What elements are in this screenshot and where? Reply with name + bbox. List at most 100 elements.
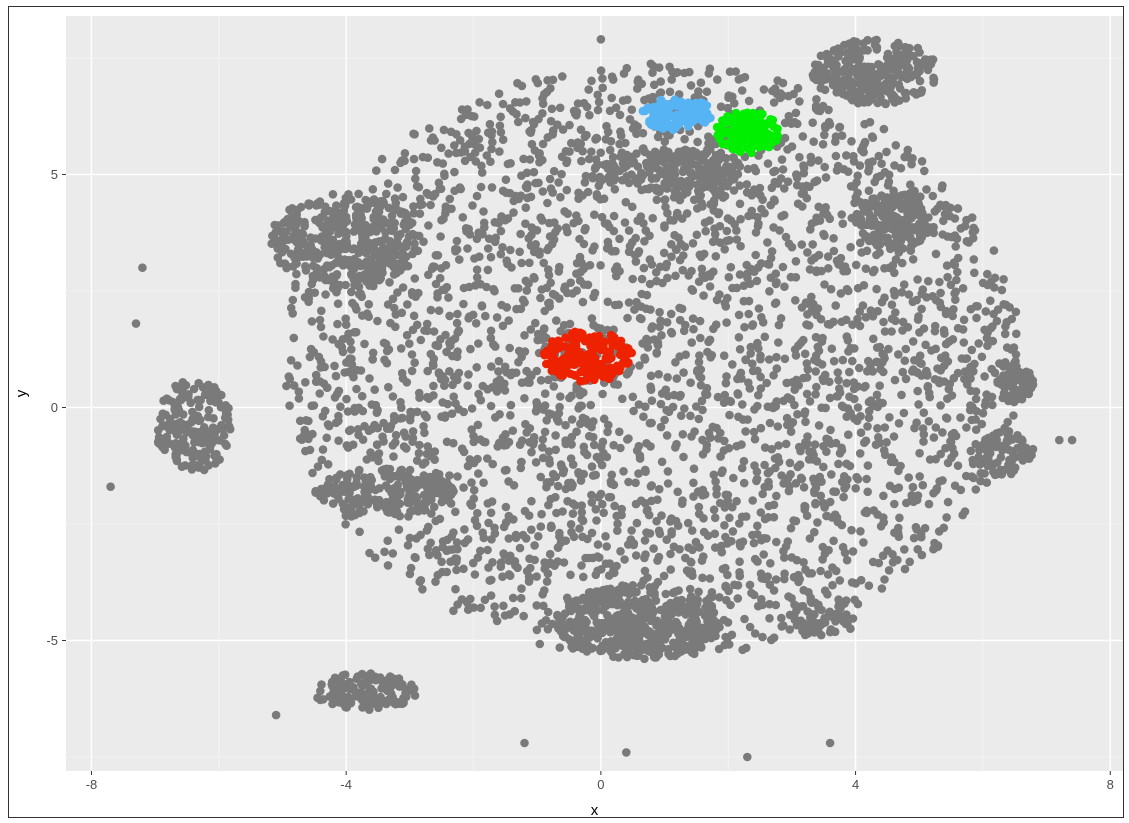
data-point [481, 311, 490, 321]
data-point [452, 538, 462, 547]
data-point [688, 613, 698, 622]
data-point [365, 548, 374, 558]
data-point [748, 321, 757, 331]
data-point [341, 193, 351, 203]
data-point [732, 496, 741, 506]
data-point [589, 610, 599, 620]
data-point [735, 199, 745, 209]
data-point [292, 269, 301, 279]
data-point [977, 352, 987, 362]
data-point [394, 250, 404, 260]
data-point [803, 365, 813, 374]
data-point [584, 598, 594, 608]
data-point [656, 399, 666, 409]
data-point [439, 125, 449, 135]
data-point [580, 132, 590, 142]
data-point [720, 245, 729, 254]
data-point [724, 640, 734, 649]
data-point [368, 355, 377, 364]
data-point [380, 547, 389, 557]
data-point [831, 69, 841, 78]
data-point [942, 261, 952, 270]
data-point [908, 154, 917, 163]
data-point [495, 375, 505, 385]
data-point [627, 526, 636, 535]
data-point [693, 641, 702, 651]
data-point [221, 408, 231, 418]
data-point [484, 234, 494, 243]
data-point [855, 321, 865, 331]
data-point [842, 266, 852, 276]
data-point [903, 145, 913, 155]
data-point [301, 378, 310, 387]
data-point [785, 458, 795, 468]
data-point [743, 269, 752, 278]
data-point [586, 400, 595, 410]
data-point [817, 337, 827, 346]
data-point [453, 309, 462, 319]
data-point [678, 146, 688, 156]
data-point [736, 241, 745, 251]
data-point [547, 410, 556, 419]
data-point [328, 335, 337, 344]
data-point [576, 125, 586, 134]
data-point [478, 229, 487, 239]
data-point [619, 585, 628, 594]
data-point [783, 420, 792, 430]
data-point [426, 305, 436, 315]
data-point [452, 148, 461, 158]
data-point [824, 264, 833, 273]
data-point [591, 470, 600, 480]
data-point [541, 616, 551, 625]
data-point [733, 390, 743, 399]
data-point [511, 530, 521, 540]
data-point [659, 248, 669, 258]
data-point [580, 178, 590, 187]
data-point [712, 490, 721, 499]
data-point [934, 376, 944, 385]
data-point [508, 426, 518, 436]
data-point [917, 304, 926, 314]
data-point [749, 538, 759, 548]
data-point [610, 163, 620, 173]
data-point [745, 622, 755, 632]
data-point [645, 529, 655, 538]
data-point [479, 437, 488, 447]
data-point [507, 263, 516, 272]
data-point [734, 333, 744, 342]
data-point [733, 594, 743, 603]
data-point [664, 649, 673, 659]
data-point [798, 132, 808, 141]
data-point [814, 250, 824, 260]
data-point [323, 460, 333, 469]
data-point [983, 328, 992, 337]
data-point [721, 532, 730, 542]
data-point [727, 165, 737, 175]
data-point [941, 413, 951, 423]
data-point [455, 255, 464, 264]
data-point [657, 511, 666, 520]
data-point [567, 415, 577, 424]
data-point [624, 368, 633, 378]
data-point [424, 190, 433, 199]
data-point [686, 378, 695, 388]
data-point [889, 286, 899, 296]
data-point [538, 109, 547, 118]
data-point [868, 133, 878, 142]
data-point [718, 466, 727, 475]
data-point [179, 434, 188, 444]
data-point [579, 239, 589, 249]
data-point [853, 403, 863, 412]
data-point [949, 258, 959, 267]
data-point [517, 584, 526, 593]
data-point [786, 427, 796, 437]
data-point [890, 98, 899, 107]
data-point [433, 341, 443, 351]
data-point [409, 209, 419, 218]
data-point [811, 367, 820, 376]
data-point [770, 454, 780, 463]
data-point [376, 254, 385, 263]
data-point [641, 628, 651, 638]
data-point [513, 78, 522, 88]
data-point [531, 318, 540, 328]
